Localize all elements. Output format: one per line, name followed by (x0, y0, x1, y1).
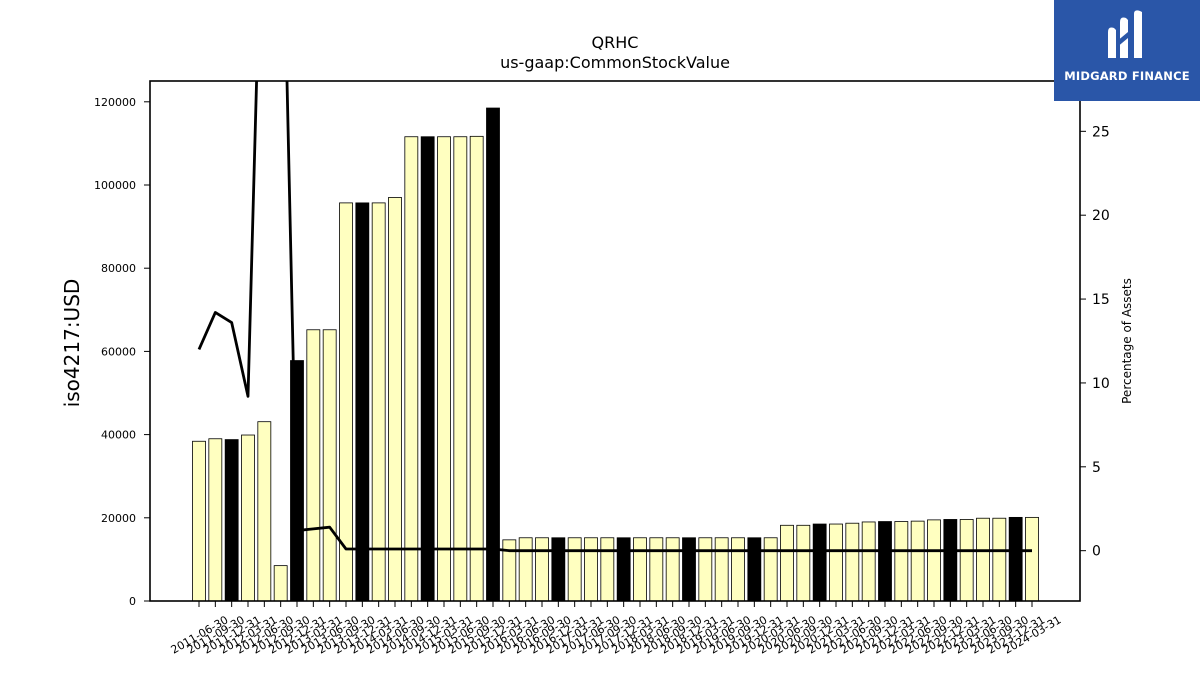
bar-2019-12-31 (747, 537, 762, 602)
bar-2017-09-30 (600, 537, 615, 602)
logo-text: MIDGARD FINANCE (1064, 69, 1190, 83)
y-tick-label: 20000 (101, 512, 136, 525)
bar-2021-03-31 (829, 523, 843, 602)
y2-tick-label: 0 (1092, 544, 1101, 560)
bar-2020-09-30 (796, 524, 811, 602)
y2-tick-label: 15 (1092, 292, 1110, 308)
bar-2011-12-31 (224, 439, 239, 602)
y-tick-label: 80000 (101, 262, 136, 275)
left-axis-ticks: 0 20000 40000 60000 80000 100000 120000 (94, 96, 150, 608)
bar-2013-03-31 (306, 329, 321, 602)
bar-2021-06-30 (845, 522, 860, 602)
x-axis-ticks: 2011-06-302011-09-302011-12-312012-03-31… (169, 601, 1064, 657)
bar-2022-12-31 (943, 519, 958, 602)
bar-2016-06-30 (518, 537, 533, 602)
midgard-finance-logo: MIDGARD FINANCE (1054, 0, 1200, 101)
bar-2015-09-30 (469, 135, 484, 602)
bar-2020-12-31 (812, 523, 827, 602)
bar-2021-12-31 (878, 521, 892, 602)
bar-2018-12-31 (682, 537, 696, 602)
bar-2022-06-30 (910, 520, 925, 602)
y-tick-label: 60000 (101, 345, 136, 358)
logo-mark-icon (1108, 10, 1142, 58)
bar-2016-09-30 (535, 537, 549, 602)
bar-2015-06-30 (453, 136, 468, 602)
bar-2015-03-31 (437, 136, 451, 602)
bar-2014-03-31 (371, 202, 386, 602)
bar-2012-06-30 (257, 421, 272, 602)
y2-tick-label: 5 (1092, 460, 1101, 476)
bar-2021-09-30 (861, 521, 876, 602)
y-axis-label: iso4217:USD (60, 279, 84, 408)
y-tick-label: 120000 (94, 96, 136, 109)
bar-2015-12-31 (486, 107, 500, 602)
bar-2013-06-30 (322, 329, 337, 602)
bar-2019-09-30 (731, 537, 745, 602)
percentage-of-assets-line (197, 81, 1032, 553)
bar-2017-06-30 (584, 537, 598, 602)
right-axis-ticks: 0 5 10 15 20 25 (1080, 124, 1110, 560)
bar-2011-06-30 (192, 440, 206, 602)
y-tick-label: 40000 (101, 429, 136, 442)
bar-2011-09-30 (208, 438, 223, 602)
bar-2018-03-31 (633, 537, 647, 602)
bar-2023-03-31 (959, 519, 974, 602)
y-tick-label: 100000 (94, 179, 136, 192)
bar-2013-12-31 (355, 202, 370, 602)
y2-axis-label: Percentage of Assets (1120, 278, 1134, 404)
y2-tick-label: 20 (1092, 208, 1110, 224)
y2-tick-label: 10 (1092, 376, 1110, 392)
y2-tick-label: 25 (1092, 124, 1110, 140)
bar-2023-12-31 (1008, 516, 1023, 602)
bar-2018-09-30 (665, 537, 680, 602)
bar-2014-06-30 (388, 197, 402, 602)
bar-2012-09-30 (273, 565, 288, 602)
chart-title: QRHC (592, 33, 639, 52)
bar-2020-06-30 (780, 524, 794, 602)
bar-2019-06-30 (714, 537, 729, 602)
y-tick-label: 0 (129, 595, 136, 608)
bar-2024-03-31 (1025, 516, 1039, 602)
bar-2022-09-30 (927, 519, 941, 602)
bar-2017-03-31 (567, 537, 582, 602)
chart-subtitle: us-gaap:CommonStockValue (500, 53, 730, 72)
bar-2020-03-31 (763, 537, 778, 602)
bar-2017-12-31 (616, 537, 631, 602)
bar-2016-12-31 (551, 537, 566, 602)
bar-2014-12-31 (420, 136, 435, 602)
bar-2023-06-30 (976, 517, 990, 602)
bar-2023-09-30 (992, 517, 1007, 602)
bar-2014-09-30 (404, 136, 419, 602)
bar-2018-06-30 (649, 537, 664, 602)
line-series-layer (197, 81, 1032, 553)
plot-frame (149, 80, 1081, 602)
bar-2019-03-31 (698, 537, 713, 602)
bar-2022-03-31 (894, 521, 909, 602)
bar-2012-03-31 (241, 434, 255, 602)
